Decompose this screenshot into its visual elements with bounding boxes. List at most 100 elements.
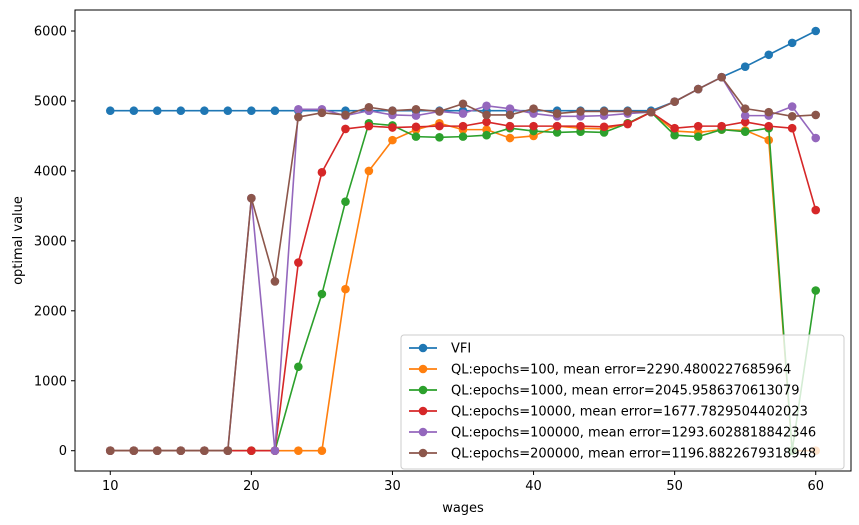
data-point	[787, 112, 797, 121]
data-point	[670, 130, 679, 140]
legend-marker	[418, 427, 428, 437]
x-tick-label: 50	[666, 479, 683, 494]
data-point	[223, 446, 233, 456]
data-point	[364, 166, 374, 176]
x-tick-label: 30	[384, 479, 401, 494]
data-point	[505, 121, 515, 131]
data-point	[411, 132, 421, 141]
data-point	[435, 121, 444, 131]
data-point	[740, 127, 750, 137]
data-point	[152, 106, 162, 116]
data-point	[505, 104, 515, 113]
data-point	[341, 124, 350, 134]
data-point	[411, 111, 421, 120]
data-point	[388, 106, 397, 116]
data-point	[811, 286, 821, 295]
data-point	[670, 123, 679, 133]
data-point	[717, 121, 726, 131]
y-axis: 0 1000 2000 3000 4000 5000 6000	[34, 24, 75, 459]
legend-box	[400, 334, 845, 470]
legend-marker	[418, 385, 428, 395]
data-point	[599, 122, 609, 132]
data-point	[458, 99, 468, 109]
data-point	[247, 193, 256, 203]
data-point	[294, 362, 303, 372]
legend-label: QL:epochs=1000, mean error=2045.95863706…	[451, 384, 800, 399]
data-point	[200, 106, 209, 116]
y-tick-label: 6000	[34, 24, 67, 39]
legend-label: QL:epochs=10000, mean error=1677.7829504…	[451, 405, 808, 420]
x-tick-label: 60	[807, 479, 824, 494]
data-point	[247, 446, 256, 456]
legend-marker	[418, 364, 428, 374]
data-point	[435, 133, 444, 142]
data-point	[294, 258, 303, 267]
legend-entry: QL:epochs=10000, mean error=1677.7829504…	[409, 405, 808, 420]
data-point	[105, 446, 115, 456]
data-point	[740, 117, 750, 127]
data-point	[529, 104, 538, 113]
data-point	[364, 121, 374, 131]
data-point	[105, 106, 115, 116]
data-point	[317, 108, 327, 118]
legend-label: QL:epochs=100000, mean error=1293.602881…	[451, 426, 816, 441]
data-point	[200, 446, 209, 456]
data-point	[482, 110, 491, 120]
legend-entry: QL:epochs=100000, mean error=1293.602881…	[409, 426, 816, 441]
data-point	[129, 106, 139, 116]
legend-label: QL:epochs=200000, mean error=1196.882267…	[451, 447, 816, 462]
y-tick-label: 0	[59, 444, 67, 459]
legend-entry: QL:epochs=100, mean error=2290.480022768…	[409, 363, 791, 378]
x-tick-label: 10	[102, 479, 119, 494]
data-point	[623, 119, 632, 129]
data-point	[341, 197, 350, 206]
data-point	[811, 110, 821, 120]
data-point	[646, 107, 656, 117]
data-point	[223, 106, 233, 116]
series-line	[110, 30, 817, 112]
data-point	[552, 121, 562, 131]
data-point	[176, 106, 186, 116]
data-point	[623, 107, 632, 116]
data-point	[740, 111, 750, 120]
data-point	[740, 104, 750, 113]
data-point	[317, 289, 327, 299]
legend-marker	[418, 343, 428, 353]
data-point	[341, 110, 350, 120]
data-point	[482, 117, 491, 127]
data-point	[270, 106, 280, 116]
legend-marker	[418, 406, 428, 416]
data-point	[294, 105, 303, 114]
data-point	[764, 121, 774, 131]
data-point	[388, 123, 397, 132]
data-point	[176, 446, 186, 456]
data-point	[717, 72, 726, 82]
legend-marker	[418, 448, 428, 458]
y-tick-label: 4000	[34, 164, 67, 179]
data-point	[787, 102, 797, 111]
data-point	[693, 121, 703, 131]
data-point	[764, 50, 774, 60]
data-point	[270, 277, 280, 286]
x-axis: 10 20 30 40 50 60	[102, 471, 824, 494]
y-tick-label: 1000	[34, 374, 67, 389]
data-point	[811, 133, 821, 143]
data-point	[270, 446, 280, 456]
data-point	[787, 38, 797, 48]
legend-entry: QL:epochs=1000, mean error=2045.95863706…	[409, 384, 800, 399]
data-point	[576, 121, 585, 131]
legend-entry: VFI	[409, 342, 471, 357]
data-point	[505, 110, 515, 120]
y-axis-label: optimal value	[11, 196, 26, 285]
data-point	[458, 121, 468, 131]
data-point	[317, 446, 327, 456]
data-point	[411, 105, 421, 114]
y-tick-label: 2000	[34, 304, 67, 319]
data-point	[670, 97, 679, 106]
legend-entry: QL:epochs=200000, mean error=1196.882267…	[409, 447, 816, 462]
data-point	[388, 135, 397, 145]
data-point	[505, 133, 515, 143]
data-point	[482, 101, 491, 111]
x-tick-label: 20	[243, 479, 260, 494]
